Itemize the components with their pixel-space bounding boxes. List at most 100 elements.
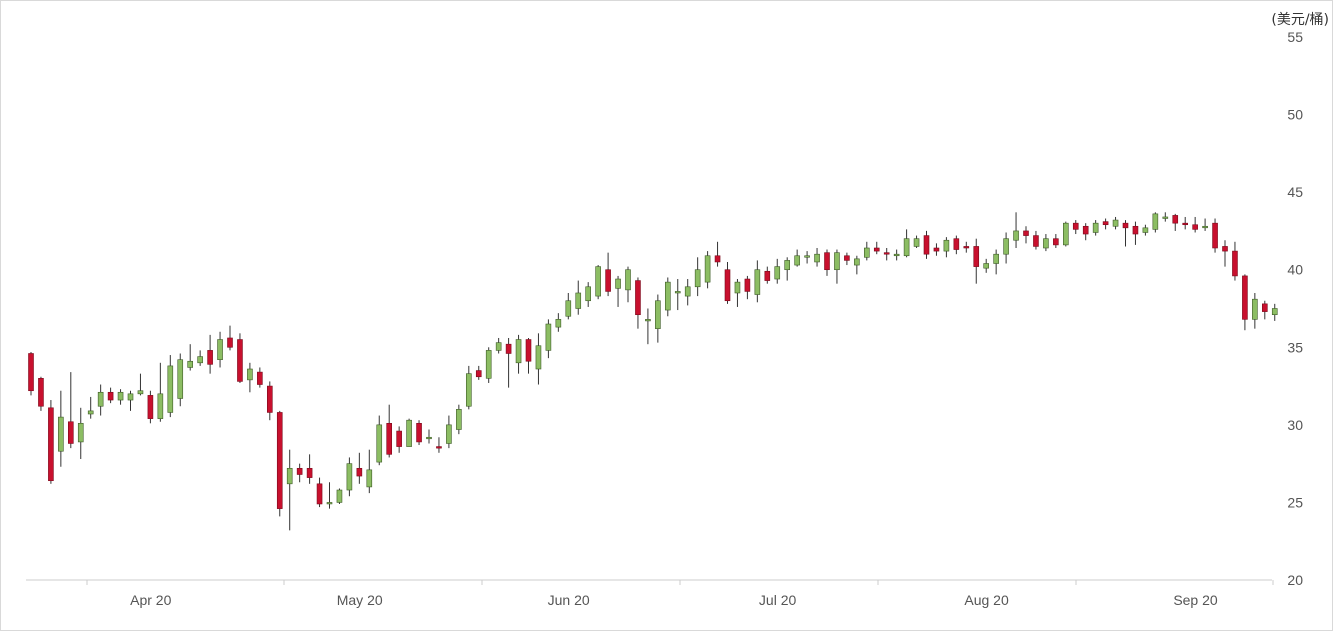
candle-body-down — [883, 252, 890, 255]
candle-body-up — [456, 409, 462, 430]
candle-body-up — [326, 502, 333, 505]
candle-body-up — [58, 416, 64, 452]
candle — [446, 415, 452, 449]
candle — [1152, 212, 1159, 233]
candle-body-up — [1013, 230, 1019, 241]
candle — [1192, 216, 1198, 233]
candle — [197, 350, 203, 366]
y-tick-label: 25 — [1287, 494, 1303, 510]
candle — [734, 279, 741, 307]
candle — [237, 333, 243, 383]
candle — [784, 257, 791, 281]
y-tick-label: 45 — [1287, 184, 1303, 200]
candle-body-up — [903, 238, 910, 257]
candle — [97, 384, 104, 416]
candle-body-up — [167, 365, 174, 413]
y-tick-label: 35 — [1287, 339, 1303, 355]
candle-body-up — [1112, 219, 1119, 227]
candle — [386, 404, 393, 458]
candle-body-up — [684, 286, 691, 297]
candle-body-up — [366, 469, 373, 488]
candle-body-up — [376, 424, 383, 463]
candle — [58, 390, 64, 467]
candle-body-up — [774, 266, 781, 280]
candle — [724, 261, 731, 304]
y-tick-label: 20 — [1287, 572, 1303, 588]
candle-body-down — [1072, 222, 1079, 230]
candle-body-up — [187, 360, 193, 368]
candle-body-up — [734, 281, 741, 294]
candle — [645, 308, 651, 345]
candle-body-down — [68, 421, 74, 444]
candle-body-down — [1182, 222, 1188, 226]
candle-body-up — [1162, 216, 1169, 219]
candle — [1102, 218, 1109, 230]
candle — [187, 344, 193, 371]
candle-body-down — [1023, 230, 1029, 236]
candle-body-down — [923, 235, 930, 255]
candle — [406, 418, 412, 447]
candle-body-down — [207, 350, 213, 365]
candle-body-up — [1152, 213, 1159, 230]
candle — [68, 372, 74, 449]
candle — [346, 457, 353, 497]
candle-body-down — [306, 467, 313, 478]
candle-body-up — [1252, 298, 1258, 320]
candle — [1063, 221, 1069, 247]
candle — [1142, 224, 1149, 236]
candle — [525, 337, 532, 374]
candle — [207, 334, 213, 374]
candle-body-up — [1271, 308, 1278, 316]
candle — [157, 362, 164, 422]
candle-body-up — [913, 238, 920, 247]
candle — [674, 279, 681, 311]
candle-body-down — [1132, 225, 1139, 235]
candle — [38, 376, 44, 411]
candle — [1112, 216, 1119, 230]
y-axis-unit-label: (美元/桶) — [1271, 12, 1329, 28]
candle-body-up — [854, 258, 860, 266]
candle — [575, 280, 582, 315]
candle-body-up — [515, 339, 522, 364]
candle — [326, 482, 333, 509]
candle-body-up — [346, 463, 353, 491]
candle-body-down — [416, 423, 422, 443]
candle-body-up — [983, 263, 990, 269]
candle — [1222, 240, 1228, 267]
candle — [1242, 274, 1248, 331]
candle-body-up — [814, 253, 820, 263]
candle — [396, 426, 402, 453]
candle-body-down — [475, 370, 482, 378]
candle-body-down — [714, 255, 721, 263]
candle-body-down — [933, 247, 940, 252]
candle-body-down — [973, 246, 980, 267]
candle — [933, 243, 940, 256]
candle — [1092, 220, 1099, 236]
candle — [983, 258, 990, 273]
candle-body-up — [446, 424, 452, 444]
candle-body-down — [237, 339, 243, 382]
candle-body-down — [824, 252, 830, 271]
candle-body-down — [505, 343, 512, 354]
candle — [137, 373, 144, 396]
candle-body-down — [1082, 225, 1089, 235]
x-axis-ticks: Apr 20 May 20 Jun 20 Jul 20 Aug 20 Sep 20 — [86, 580, 1274, 608]
candle-body-down — [257, 371, 263, 385]
candle — [505, 337, 512, 388]
candle — [217, 331, 223, 368]
candle-body-up — [247, 368, 253, 381]
candle — [376, 415, 383, 466]
candle — [565, 292, 572, 320]
candle-body-up — [495, 342, 502, 351]
candle — [1072, 220, 1079, 235]
candle — [625, 266, 631, 303]
candle — [804, 251, 810, 264]
candle-body-down — [1033, 235, 1039, 247]
candle-body-up — [77, 423, 84, 443]
x-tick-label: Jul 20 — [759, 592, 797, 608]
candle — [77, 407, 84, 459]
candle-body-down — [953, 238, 960, 250]
y-tick-label: 40 — [1287, 262, 1303, 278]
x-tick-label: Sep 20 — [1173, 592, 1218, 608]
